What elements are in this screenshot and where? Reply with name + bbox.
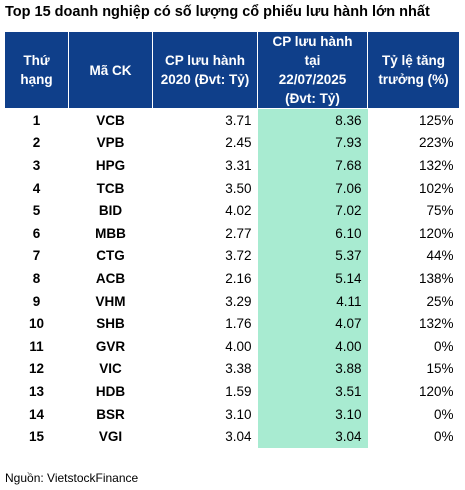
- cp-2025-cell: 3.51: [257, 380, 368, 403]
- cp-2020-cell: 4.00: [225, 338, 252, 354]
- rank-cell: 6: [32, 225, 41, 241]
- stock-code-cell: VHM: [95, 293, 126, 309]
- cp-2025-cell: 4.11: [257, 289, 368, 313]
- rank-cell: 12: [28, 361, 45, 377]
- cp-2025-cell: 7.93: [257, 131, 368, 155]
- table-row: 11 GVR 4.00 4.00 0%: [5, 334, 460, 358]
- stock-code-cell: ACB: [95, 270, 126, 286]
- growth-cell: 120%: [418, 383, 454, 399]
- cp-2020-cell: 4.02: [225, 203, 252, 219]
- table-row: 10 SHB 1.76 4.07 132%: [5, 312, 460, 335]
- cp-2025-cell: 5.14: [257, 267, 368, 290]
- rank-cell: 4: [32, 180, 41, 196]
- cp-2020-cell: 2.45: [225, 135, 252, 151]
- cp-2020-cell: 3.29: [225, 293, 252, 309]
- growth-cell: 0%: [433, 429, 454, 445]
- cp-2025-cell: 3.10: [257, 402, 368, 426]
- table-row: 8 ACB 2.16 5.14 138%: [5, 267, 460, 290]
- stock-code-cell: CTG: [96, 248, 125, 264]
- cp-2020-cell: 3.38: [225, 361, 252, 377]
- rank-cell: 3: [32, 157, 41, 173]
- rank-cell: 1: [32, 112, 41, 128]
- stock-code-cell: GVR: [95, 338, 126, 354]
- stock-code-cell: TCB: [96, 180, 125, 196]
- cp-2020-cell: 3.50: [225, 180, 252, 196]
- rank-cell: 5: [32, 203, 41, 219]
- stock-code-cell: HPG: [95, 157, 126, 173]
- cp-2020-cell: 3.72: [225, 248, 252, 264]
- stock-code-cell: VPB: [96, 135, 125, 151]
- growth-cell: 0%: [433, 338, 454, 354]
- cp-2020-cell: 3.31: [225, 157, 252, 173]
- rank-cell: 11: [29, 338, 44, 354]
- growth-cell: 138%: [418, 270, 454, 286]
- growth-cell: 223%: [418, 135, 454, 151]
- rank-cell: 15: [28, 429, 45, 445]
- table-row: 9 VHM 3.29 4.11 25%: [5, 289, 460, 313]
- table-row: 14 BSR 3.10 3.10 0%: [5, 402, 460, 426]
- table-row: 15 VGI 3.04 3.04 0%: [5, 425, 460, 448]
- cp-2025-cell: 3.04: [257, 425, 368, 448]
- table-title: Top 15 doanh nghiệp có số lượng cổ phiếu…: [5, 4, 430, 20]
- rank-cell: 14: [28, 406, 45, 422]
- rank-cell: 7: [32, 248, 41, 264]
- stock-code-cell: MBB: [95, 225, 126, 241]
- growth-cell: 15%: [426, 361, 454, 377]
- cp-2020-cell: 1.76: [225, 316, 252, 332]
- growth-cell: 44%: [426, 248, 454, 264]
- header-cp-2020: CP lưu hành 2020 (Đvt: Tỷ): [152, 31, 258, 109]
- cp-2020-cell: 3.04: [225, 429, 252, 445]
- cp-2020-cell: 3.10: [225, 406, 252, 422]
- growth-cell: 75%: [426, 203, 454, 219]
- source-note: Nguồn: VietstockFinance: [5, 471, 139, 485]
- table-row: 12 VIC 3.38 3.88 15%: [5, 357, 460, 381]
- stock-code-cell: HDB: [95, 383, 126, 399]
- growth-cell: 120%: [418, 225, 454, 241]
- table-row: 6 MBB 2.77 6.10 120%: [5, 221, 460, 245]
- cp-2025-cell: 4.07: [257, 312, 368, 335]
- rank-cell: 2: [32, 135, 41, 151]
- stock-code-cell: VCB: [96, 112, 125, 128]
- growth-cell: 132%: [418, 157, 454, 173]
- cp-2025-cell: 5.37: [257, 244, 368, 268]
- stock-code-cell: SHB: [96, 316, 125, 332]
- header-code: Mã CK: [68, 31, 153, 109]
- cp-2025-cell: 7.68: [257, 154, 368, 177]
- cp-2020-cell: 2.77: [225, 225, 252, 241]
- table-row: 1 VCB 3.71 8.36 125%: [5, 108, 460, 132]
- table-row: 4 TCB 3.50 7.06 102%: [5, 176, 460, 200]
- cp-2025-cell: 7.06: [257, 176, 368, 200]
- stock-table: Thứ hạng Mã CK CP lưu hành 2020 (Đvt: Tỷ…: [4, 31, 460, 448]
- growth-cell: 132%: [418, 316, 454, 332]
- cp-2025-cell: 6.10: [257, 221, 368, 245]
- table-row: 2 VPB 2.45 7.93 223%: [5, 131, 460, 155]
- cp-2020-cell: 3.71: [225, 112, 252, 128]
- header-growth: Tỷ lệ tăng trưởng (%): [367, 31, 460, 109]
- cp-2025-cell: 7.02: [257, 199, 368, 222]
- rank-cell: 8: [32, 270, 41, 286]
- table-row: 3 HPG 3.31 7.68 132%: [5, 154, 460, 177]
- cp-2020-cell: 2.16: [225, 270, 252, 286]
- header-cp-2025: CP lưu hành tại 22/07/2025 (Đvt: Tỷ): [257, 31, 368, 109]
- stock-code-cell: VGI: [98, 429, 123, 445]
- growth-cell: 25%: [426, 293, 454, 309]
- header-rank: Thứ hạng: [4, 31, 69, 109]
- rank-cell: 10: [28, 316, 45, 332]
- cp-2020-cell: 1.59: [225, 383, 252, 399]
- table-row: 13 HDB 1.59 3.51 120%: [5, 380, 460, 403]
- stock-code-cell: BID: [98, 203, 123, 219]
- table-row: 5 BID 4.02 7.02 75%: [5, 199, 460, 222]
- rank-cell: 13: [28, 383, 45, 399]
- stock-code-cell: BSR: [96, 406, 125, 422]
- rank-cell: 9: [32, 293, 41, 309]
- cp-2025-cell: 8.36: [257, 108, 368, 132]
- growth-cell: 102%: [418, 180, 454, 196]
- cp-2025-cell: 3.88: [257, 357, 368, 381]
- header-row: Thứ hạng Mã CK CP lưu hành 2020 (Đvt: Tỷ…: [4, 31, 460, 109]
- table-row: 7 CTG 3.72 5.37 44%: [5, 244, 460, 268]
- cp-2025-cell: 4.00: [257, 334, 368, 358]
- growth-cell: 0%: [433, 406, 454, 422]
- growth-cell: 125%: [418, 112, 454, 128]
- stock-code-cell: VIC: [99, 361, 122, 377]
